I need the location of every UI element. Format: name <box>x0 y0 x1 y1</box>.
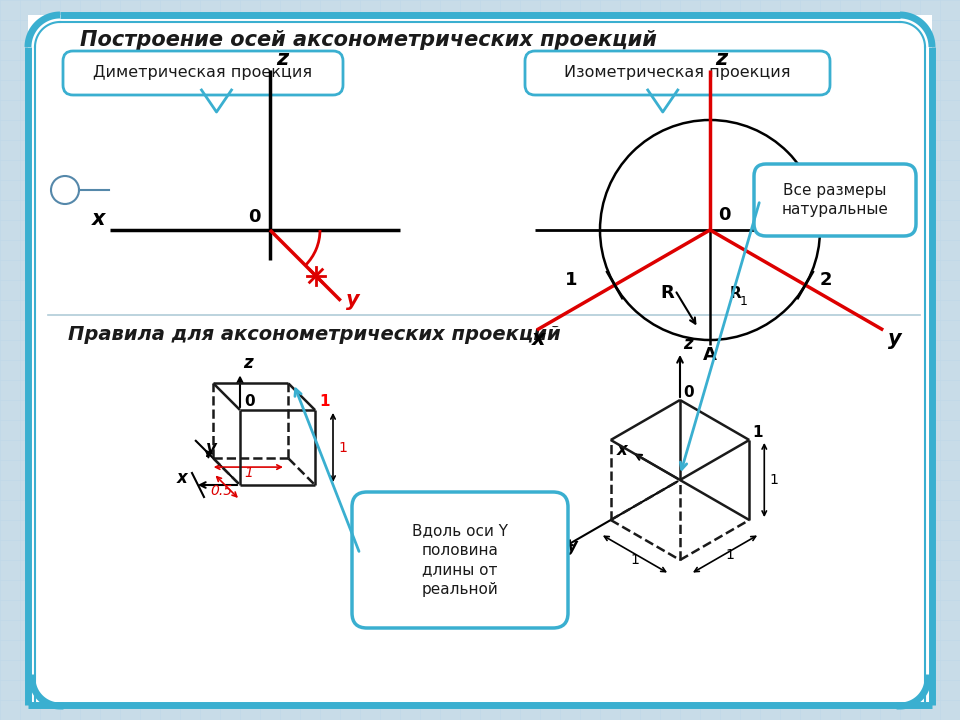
FancyBboxPatch shape <box>63 51 343 95</box>
Text: 1: 1 <box>319 394 329 409</box>
Text: R: R <box>730 286 742 301</box>
FancyBboxPatch shape <box>525 51 830 95</box>
FancyBboxPatch shape <box>754 164 916 236</box>
Text: y: y <box>888 329 901 349</box>
Text: Диметрическая проекция: Диметрическая проекция <box>93 66 313 81</box>
Text: Изометрическая проекция: Изометрическая проекция <box>564 66 791 81</box>
Text: 0: 0 <box>683 385 694 400</box>
Text: 1: 1 <box>244 466 252 480</box>
Text: Правила для аксонометрических проекций: Правила для аксонометрических проекций <box>68 325 561 344</box>
Text: 0: 0 <box>248 208 260 226</box>
Text: z: z <box>683 335 692 353</box>
Text: 1: 1 <box>769 473 779 487</box>
Text: x: x <box>177 469 188 487</box>
Text: y: y <box>567 537 578 555</box>
Text: 1: 1 <box>565 271 578 289</box>
Text: 1: 1 <box>338 441 347 454</box>
Text: 1: 1 <box>753 425 763 440</box>
Text: x: x <box>532 329 545 349</box>
Text: 0.5: 0.5 <box>210 484 233 498</box>
Text: z: z <box>715 49 727 69</box>
Text: 2: 2 <box>820 271 832 289</box>
Text: x: x <box>616 441 627 459</box>
Text: Вдоль оси Y
половина
длины от
реальной: Вдоль оси Y половина длины от реальной <box>412 523 508 597</box>
Text: x: x <box>92 209 106 229</box>
Text: 1: 1 <box>726 548 734 562</box>
Text: z: z <box>276 49 288 69</box>
FancyBboxPatch shape <box>28 15 932 705</box>
Text: R: R <box>660 284 674 302</box>
Text: A: A <box>703 346 717 364</box>
Text: y: y <box>346 289 359 310</box>
Text: Построение осей аксонометрических проекций: Построение осей аксонометрических проекц… <box>80 30 657 50</box>
Text: z: z <box>243 354 252 372</box>
Text: 0: 0 <box>718 206 731 224</box>
Text: y: y <box>205 439 217 457</box>
Text: 1: 1 <box>740 295 748 308</box>
FancyBboxPatch shape <box>352 492 568 628</box>
Text: 1: 1 <box>631 553 639 567</box>
Text: Все размеры
натуральные: Все размеры натуральные <box>781 183 888 217</box>
Text: 0: 0 <box>244 394 254 409</box>
